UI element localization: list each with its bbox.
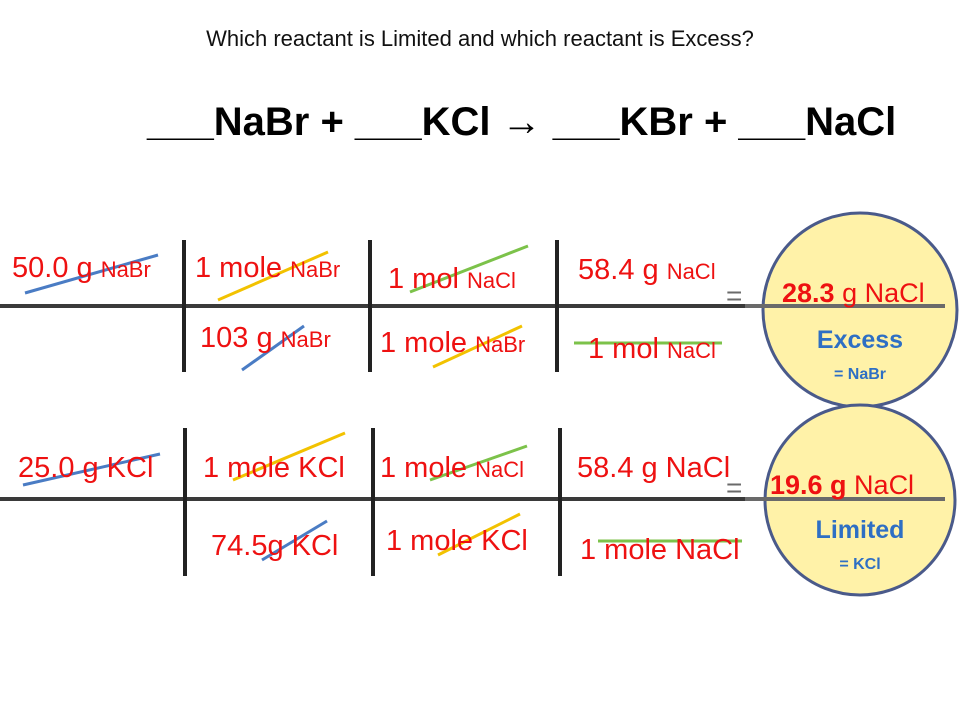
cancel-line [432, 324, 523, 369]
row1-equals-sign: = [726, 280, 743, 311]
row2-result: 19.6 g NaCl [770, 470, 915, 500]
cancel-line [409, 244, 529, 294]
cancel-line [24, 253, 159, 295]
row2-factor2-numerator: 1 mole KCl [203, 452, 345, 484]
row1-factor2-numerator: 1 mole NaBr [195, 252, 341, 284]
cancel-line [217, 250, 329, 302]
row2-factor2-denominator: 74.5g KCl [211, 530, 339, 562]
cancel-line [437, 512, 521, 557]
row1-factor4-numerator: 58.4 g NaCl [578, 254, 716, 286]
row2-factor3-numerator: 1 mole NaCl [380, 452, 525, 484]
cancel-line [232, 431, 346, 482]
row2-status-label: Limited [815, 516, 905, 544]
row2-status-reactant: = KCl [839, 556, 881, 573]
chemical-equation: ___NaBr + ___KCl → ___KBr + ___NaCl [147, 100, 897, 144]
row2-start-quantity: 25.0 g KCl [18, 452, 154, 484]
row1-status-label: Excess [816, 326, 904, 354]
row1-result: 28.3 g NaCl [782, 278, 925, 308]
row2-factor3-denominator: 1 mole KCl [386, 525, 528, 557]
cancel-line [261, 519, 328, 562]
row2-factor4-numerator: 58.4 g NaCl [577, 452, 731, 484]
row1-factor2-denominator: 103 g NaBr [200, 322, 331, 354]
row1-start-quantity: 50.0 g NaBr [12, 252, 151, 284]
cancel-line [22, 452, 161, 487]
cancel-line [241, 324, 305, 372]
row2-factor4-denominator: 1 mole NaCl [580, 534, 740, 566]
row1-factor3-numerator: 1 mol NaCl [388, 263, 516, 295]
row1-factor4-denominator: 1 mol NaCl [588, 333, 716, 365]
row2-equals-sign: = [726, 472, 743, 503]
question-text: Which reactant is Limited and which reac… [206, 26, 754, 51]
row1-status-reactant: = NaBr [833, 366, 887, 383]
cancel-line [429, 444, 528, 482]
row1-factor3-denominator: 1 mole NaBr [380, 327, 526, 359]
